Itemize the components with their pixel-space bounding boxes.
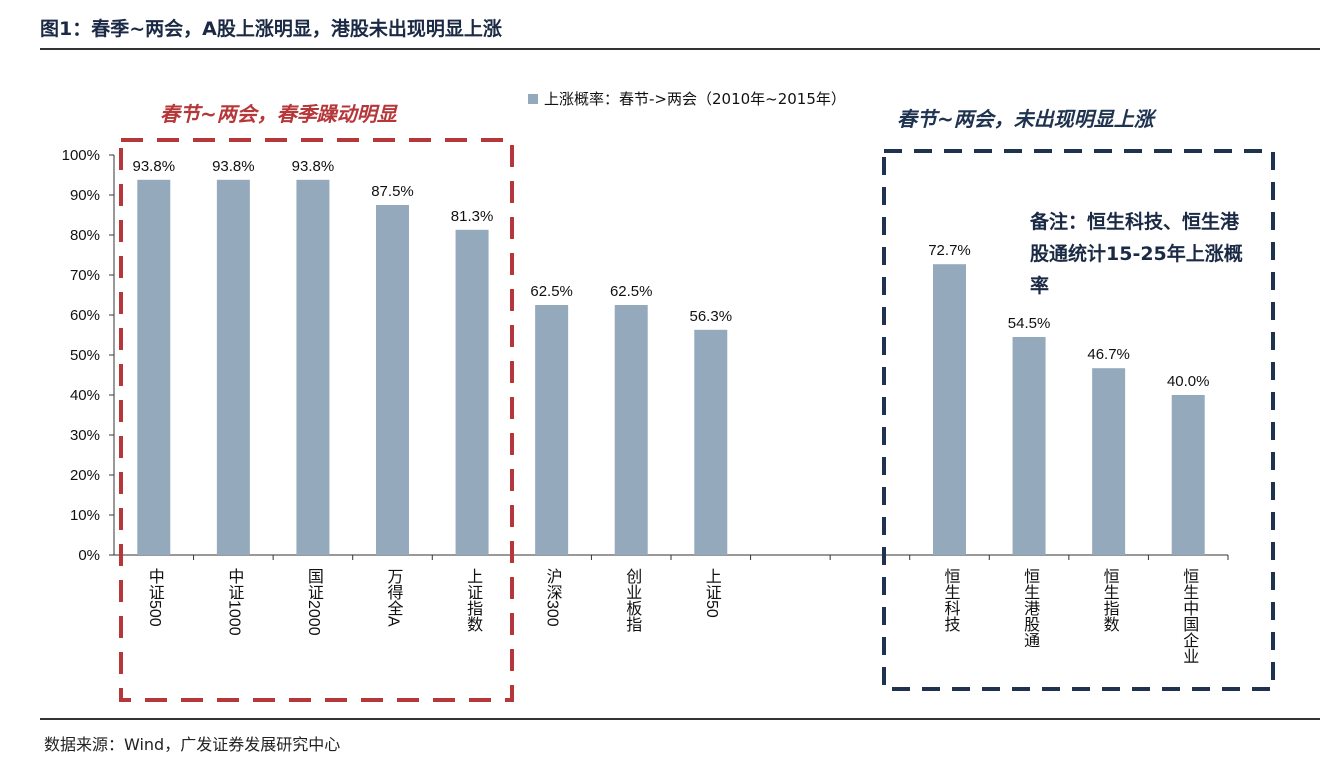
bar	[455, 229, 489, 556]
data-label: 87.5%	[371, 183, 414, 200]
category-label: 恒生指数	[1100, 568, 1118, 632]
y-tick-label: 10%	[70, 507, 100, 524]
bar	[376, 205, 409, 555]
y-tick-label: 30%	[70, 427, 100, 444]
category-label: 国证2000	[304, 568, 322, 636]
left-annotation: 春节~两会，春季躁动明显	[160, 102, 397, 126]
category-label: 中证500	[145, 568, 163, 627]
legend-label: 上涨概率：春节->两会（2010年~2015年）	[544, 90, 846, 108]
category-label: 创业板指	[623, 568, 641, 632]
category-label: 中证1000	[225, 568, 243, 636]
category-label: 上证指数	[464, 568, 482, 632]
data-label: 93.8%	[292, 158, 335, 175]
data-label: 62.5%	[530, 283, 573, 300]
y-tick-label: 90%	[70, 187, 100, 204]
bar	[614, 305, 648, 555]
data-label: 93.8%	[212, 158, 255, 175]
data-label: 72.7%	[928, 242, 971, 259]
data-label: 81.3%	[451, 208, 494, 225]
category-label: 恒生港股通	[1021, 568, 1039, 648]
category-label: 沪深300	[543, 568, 561, 627]
bottom-rule	[40, 718, 1320, 720]
bar	[535, 305, 569, 555]
category-label: 恒生科技	[941, 568, 959, 632]
category-label: 万得全A	[384, 568, 402, 627]
category-label: 恒生中国企业	[1180, 568, 1198, 664]
top-rule	[40, 48, 1320, 50]
legend: 上涨概率：春节->两会（2010年~2015年）	[528, 88, 846, 109]
y-tick-label: 20%	[70, 467, 100, 484]
right-annotation: 春节~两会，未出现明显上涨	[897, 107, 1154, 131]
data-label: 40.0%	[1167, 373, 1210, 390]
right-dashed-box	[882, 149, 1275, 691]
category-label: 上证50	[702, 568, 720, 618]
data-label: 54.5%	[1008, 315, 1051, 332]
bar	[1012, 337, 1046, 555]
bar	[216, 179, 250, 556]
note-annotation: 备注：恒生科技、恒生港股通统计15-25年上涨概率	[1030, 211, 1243, 297]
source-note: 数据来源：Wind，广发证券发展研究中心	[44, 735, 341, 754]
data-label: 62.5%	[610, 283, 653, 300]
bar	[137, 179, 171, 556]
data-label: 46.7%	[1087, 346, 1130, 363]
y-tick-label: 80%	[70, 227, 100, 244]
bar	[694, 329, 728, 555]
figure-title: 图1：春季~两会，A股上涨明显，港股未出现明显上涨	[40, 18, 502, 40]
y-tick-label: 100%	[62, 147, 100, 164]
bar	[1092, 368, 1126, 555]
y-tick-label: 0%	[78, 547, 100, 564]
y-tick-label: 70%	[70, 267, 100, 284]
y-tick-label: 60%	[70, 307, 100, 324]
bar	[1171, 395, 1205, 555]
bar	[933, 264, 966, 555]
y-tick-label: 40%	[70, 387, 100, 404]
legend-swatch	[528, 93, 538, 104]
data-label: 56.3%	[690, 308, 733, 325]
left-dashed-box	[119, 138, 514, 702]
data-label: 93.8%	[133, 158, 176, 175]
bar	[296, 179, 330, 556]
y-tick-label: 50%	[70, 347, 100, 364]
